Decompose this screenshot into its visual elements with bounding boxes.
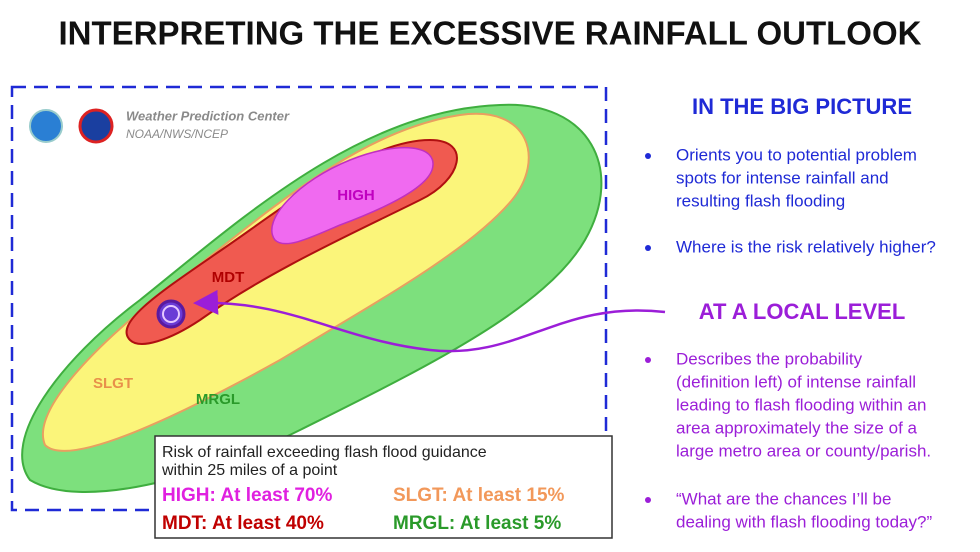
zone-label: MDT (212, 269, 245, 286)
bullet-dot (645, 497, 651, 503)
bullet-text: area approximately the size of a (676, 418, 918, 437)
zone-label: HIGH (337, 187, 375, 204)
bullet-text: Where is the risk relatively higher? (676, 237, 936, 256)
map-frame (10, 85, 608, 512)
bullet-dot (645, 357, 651, 363)
zone-label: SLGT (93, 375, 133, 392)
legend-item: MDT: At least 40% (162, 513, 324, 534)
side-panel: IN THE BIG PICTURE Orients you to potenti… (645, 94, 936, 531)
arrow (193, 289, 666, 353)
org-name: Weather Prediction Center (126, 108, 290, 123)
section-heading: IN THE BIG PICTURE (692, 94, 912, 119)
point-marker-ring (162, 305, 180, 323)
legend-item: HIGH: At least 70% (162, 485, 332, 506)
zone-label: MRGL (196, 391, 240, 408)
title: INTERPRETING THE EXCESSIVE RAINFALL OUTL… (59, 15, 922, 52)
org-sub: NOAA/NWS/NCEP (126, 127, 228, 141)
bullet-text: spots for intense rainfall and (676, 168, 889, 187)
bullet-text: dealing with flash flooding today?” (676, 512, 932, 531)
nws-logo (78, 108, 114, 144)
bullet-text: resulting flash flooding (676, 191, 845, 210)
high-zone (271, 147, 434, 245)
legend-caption: within 25 miles of a point (161, 462, 338, 479)
bullet-text: Describes the probability (676, 349, 863, 368)
bullet-dot (645, 245, 651, 251)
legend-item: SLGT: At least 15% (393, 485, 565, 506)
bullet-text: leading to flash flooding within an (676, 395, 926, 414)
bullet-text: (definition left) of intense rainfall (676, 372, 916, 391)
bullet-text: “What are the chances I’ll be (676, 489, 891, 508)
point-marker (156, 299, 186, 329)
legend-caption: Risk of rainfall exceeding flash flood g… (162, 444, 487, 461)
section-heading: AT A LOCAL LEVEL (699, 299, 906, 324)
legend-item: MRGL: At least 5% (393, 513, 561, 534)
legend-box (154, 435, 613, 539)
bullet-text: large metro area or county/parish. (676, 441, 931, 460)
noaa-logo (29, 109, 63, 143)
bullet-text: Orients you to potential problem (676, 145, 917, 164)
bullet-dot (645, 153, 651, 159)
